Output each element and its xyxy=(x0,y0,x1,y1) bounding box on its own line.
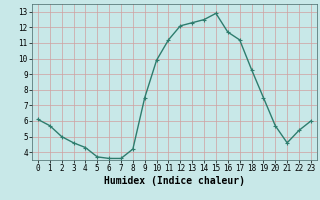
X-axis label: Humidex (Indice chaleur): Humidex (Indice chaleur) xyxy=(104,176,245,186)
